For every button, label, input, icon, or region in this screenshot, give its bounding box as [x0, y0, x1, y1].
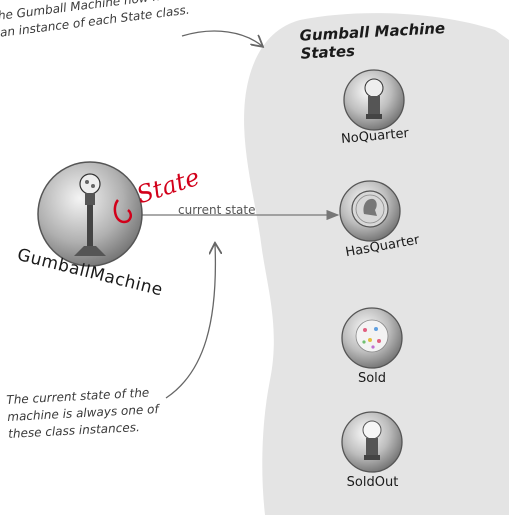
- gumball-machine-node: [37, 161, 143, 267]
- sold-out-node: [341, 411, 403, 473]
- current-state-label: current state: [178, 203, 256, 217]
- has-quarter-node: [339, 180, 401, 242]
- gumball-icon: [355, 319, 389, 353]
- gumball-machine-icon: [74, 173, 106, 256]
- bottom-note-arrow: [165, 244, 215, 399]
- bottom-note: The current state of the machine is alwa…: [6, 385, 159, 441]
- sold-node: [341, 307, 403, 369]
- sold-label: Sold: [357, 371, 387, 386]
- states-panel: [244, 13, 509, 515]
- quarter-coin-icon: [351, 190, 389, 228]
- no-quarter-node: [343, 69, 405, 131]
- gumball-machine-icon: [364, 78, 384, 119]
- handwritten-edit-mark: [113, 199, 133, 224]
- empty-gumball-machine-icon: [362, 420, 382, 460]
- sold-out-label: SoldOut: [346, 475, 399, 490]
- top-note-arrow: [181, 30, 262, 46]
